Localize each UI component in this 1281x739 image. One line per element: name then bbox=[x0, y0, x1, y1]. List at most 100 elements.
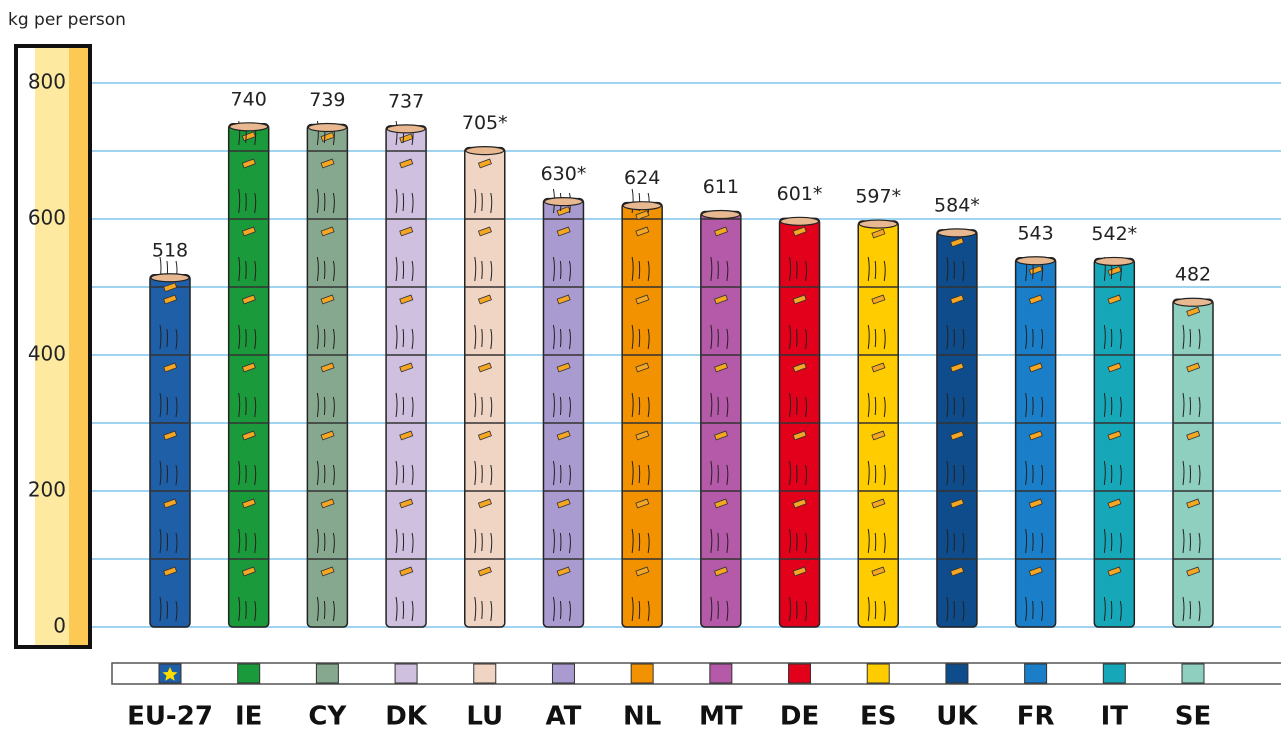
can-crease bbox=[474, 256, 493, 282]
can-label bbox=[556, 430, 571, 441]
value-label: 597* bbox=[855, 186, 901, 208]
can-label bbox=[241, 498, 256, 509]
can-crease bbox=[1025, 528, 1044, 554]
legend-swatch bbox=[1024, 663, 1048, 684]
can-top bbox=[150, 273, 190, 283]
legend-swatch bbox=[551, 663, 575, 684]
y-tick-label: 400 bbox=[28, 342, 66, 366]
can-label bbox=[163, 498, 178, 509]
can-crease bbox=[474, 528, 493, 554]
legend-swatch bbox=[237, 663, 261, 684]
can-crease bbox=[789, 460, 808, 486]
can-crease bbox=[552, 392, 571, 418]
can-crease bbox=[1025, 324, 1044, 350]
can-top bbox=[543, 197, 584, 207]
can-crease bbox=[1103, 392, 1122, 418]
can-crease bbox=[395, 324, 414, 350]
can-label bbox=[477, 362, 492, 373]
bar bbox=[700, 210, 742, 628]
can-crease bbox=[552, 528, 571, 554]
can-label bbox=[792, 498, 807, 509]
can-crease bbox=[316, 596, 335, 622]
can-top bbox=[465, 146, 505, 156]
can-crease bbox=[552, 460, 571, 486]
bar bbox=[306, 123, 349, 628]
legend-swatch bbox=[1102, 663, 1126, 684]
legend-swatch bbox=[866, 663, 890, 684]
can-crease bbox=[1025, 596, 1044, 622]
can-label bbox=[950, 237, 965, 248]
y-tick-label: 200 bbox=[28, 478, 66, 502]
can-label bbox=[556, 566, 571, 577]
can-label bbox=[399, 566, 414, 577]
can-crease bbox=[316, 324, 335, 350]
can-crease bbox=[395, 256, 414, 282]
legend-swatch bbox=[788, 663, 812, 684]
bar bbox=[857, 220, 899, 628]
x-tick-label: DK bbox=[385, 702, 428, 732]
x-tick-label: DE bbox=[780, 702, 819, 732]
can-top bbox=[779, 216, 820, 226]
value-label: 542* bbox=[1091, 223, 1137, 245]
can-label bbox=[241, 294, 256, 305]
can-crease bbox=[316, 188, 335, 214]
can-label bbox=[241, 158, 256, 169]
value-label: 611 bbox=[703, 176, 739, 198]
can-label bbox=[950, 430, 965, 441]
can-label bbox=[241, 226, 256, 237]
can-label bbox=[1028, 294, 1043, 305]
can-label bbox=[477, 566, 492, 577]
can-label bbox=[1028, 265, 1043, 276]
can-label bbox=[556, 294, 571, 305]
can-label bbox=[635, 226, 650, 237]
can-label bbox=[792, 362, 807, 373]
can-crease bbox=[159, 460, 178, 486]
can-top bbox=[622, 201, 662, 211]
can-label bbox=[477, 498, 492, 509]
can-crease bbox=[474, 460, 493, 486]
bar bbox=[542, 197, 585, 628]
can-label bbox=[1107, 294, 1122, 305]
can-crease bbox=[946, 324, 965, 350]
can-label bbox=[399, 362, 414, 373]
can-crease bbox=[238, 324, 257, 350]
can-label bbox=[871, 566, 886, 577]
can-crease bbox=[1025, 460, 1044, 486]
value-label: 739 bbox=[309, 89, 345, 111]
can-crease bbox=[710, 256, 729, 282]
can-label bbox=[163, 362, 178, 373]
can-label bbox=[950, 362, 965, 373]
value-label: 624 bbox=[624, 167, 660, 189]
can-label bbox=[320, 498, 335, 509]
can-label bbox=[241, 430, 256, 441]
can-label bbox=[792, 226, 807, 237]
can-crease bbox=[159, 596, 178, 622]
legend-swatch bbox=[315, 663, 339, 684]
can-crease bbox=[316, 528, 335, 554]
can-crease bbox=[552, 324, 571, 350]
can-crease bbox=[789, 596, 808, 622]
can-top bbox=[1173, 297, 1213, 307]
can-top bbox=[1016, 256, 1056, 266]
can-crease bbox=[474, 392, 493, 418]
can-crease bbox=[1103, 596, 1122, 622]
can-label bbox=[635, 498, 650, 509]
y-tick-label: 600 bbox=[28, 206, 66, 230]
x-tick-label: LU bbox=[466, 702, 503, 732]
can-crease bbox=[789, 392, 808, 418]
can-crease bbox=[867, 324, 886, 350]
can-crease bbox=[631, 460, 650, 486]
x-tick-label: NL bbox=[623, 702, 661, 732]
x-tick-label: FR bbox=[1017, 702, 1055, 732]
x-tick-label: UK bbox=[936, 702, 978, 732]
x-tick-label: IE bbox=[235, 702, 262, 732]
can-label bbox=[950, 294, 965, 305]
legend-swatch bbox=[394, 663, 418, 684]
can-crease bbox=[316, 460, 335, 486]
x-tick-label: EU-27 bbox=[127, 702, 213, 732]
can-label bbox=[871, 498, 886, 509]
can-crease bbox=[631, 392, 650, 418]
can-label bbox=[163, 566, 178, 577]
can-crease bbox=[395, 392, 414, 418]
